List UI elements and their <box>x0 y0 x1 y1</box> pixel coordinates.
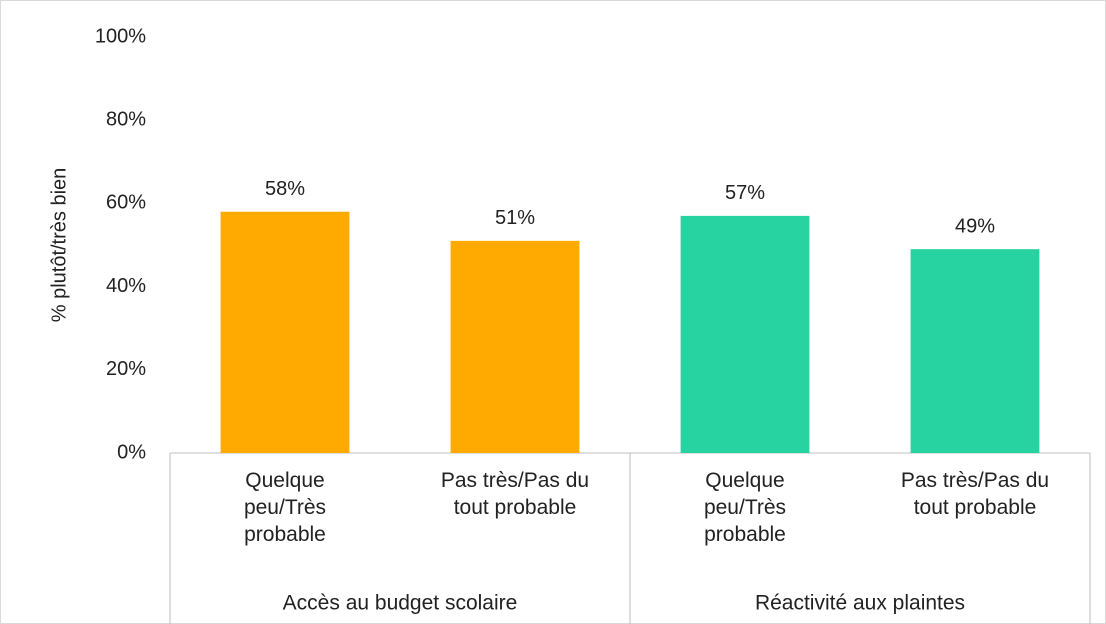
data-label: 58% <box>265 178 305 200</box>
y-tick-label: 0% <box>117 441 146 463</box>
data-label: 51% <box>495 207 535 229</box>
bar <box>910 249 1040 453</box>
x-tick-label: Quelque peu/Très probable <box>243 469 327 546</box>
data-label: 49% <box>955 215 995 237</box>
bar <box>450 240 580 453</box>
y-tick-label: 80% <box>106 108 146 130</box>
y-axis-title: % plutôt/très bien <box>48 168 70 323</box>
x-tick-label: Pas très/Pas du tout probable <box>900 469 1050 519</box>
group-label: Réactivité aux plaintes <box>755 592 965 615</box>
y-tick-label: 100% <box>95 25 146 47</box>
x-tick-label: Pas très/Pas du tout probable <box>440 469 590 519</box>
y-tick-label: 60% <box>106 192 146 214</box>
bar <box>220 211 350 453</box>
x-tick-label: Quelque peu/Très probable <box>703 469 787 546</box>
y-tick-label: 40% <box>106 275 146 297</box>
group-label: Accès au budget scolaire <box>283 592 518 615</box>
data-label: 57% <box>725 182 765 204</box>
bar <box>680 215 810 453</box>
y-tick-label: 20% <box>106 358 146 380</box>
